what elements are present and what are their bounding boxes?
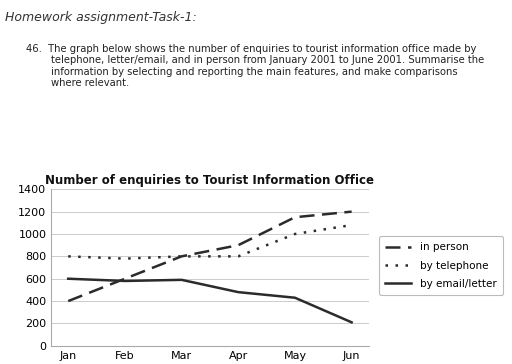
Text: Homework assignment-Task-1:: Homework assignment-Task-1:: [5, 11, 197, 24]
Title: Number of enquiries to Tourist Information Office: Number of enquiries to Tourist Informati…: [46, 174, 374, 187]
Text: 46.  The graph below shows the number of enquiries to tourist information office: 46. The graph below shows the number of …: [26, 44, 484, 88]
Legend: in person, by telephone, by email/letter: in person, by telephone, by email/letter: [379, 236, 503, 295]
